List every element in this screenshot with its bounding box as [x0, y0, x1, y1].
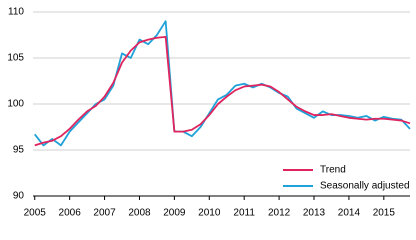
x-tick-label: 2013 [303, 208, 326, 219]
y-tick-label: 90 [13, 191, 25, 202]
x-tick-label: 2014 [338, 208, 361, 219]
series-line [34, 20, 411, 147]
chart: 90 95 100 105 110 2005 2006 2007 2008 2009 2010 201… [7, 7, 411, 219]
x-tick-label: 2010 [198, 208, 221, 219]
y-tick-label: 95 [13, 145, 25, 156]
x-tick-label: 2007 [93, 208, 116, 219]
series-line [34, 35, 411, 147]
x-tick-label: 2011 [233, 208, 255, 219]
x-tick-label: 2015 [373, 208, 396, 219]
y-tick-label: 110 [8, 7, 24, 18]
x-tick-label: 2012 [268, 208, 291, 219]
legend-label: Trend [320, 165, 346, 176]
x-tick-label: 2008 [128, 208, 151, 219]
y-tick-label: 100 [7, 99, 24, 110]
y-tick-label: 105 [7, 53, 24, 64]
x-tick-label: 2005 [24, 208, 47, 219]
x-tick-label: 2009 [163, 208, 186, 219]
legend-label: Seasonally adjusted [320, 181, 410, 192]
x-tick-label: 2006 [59, 208, 82, 219]
